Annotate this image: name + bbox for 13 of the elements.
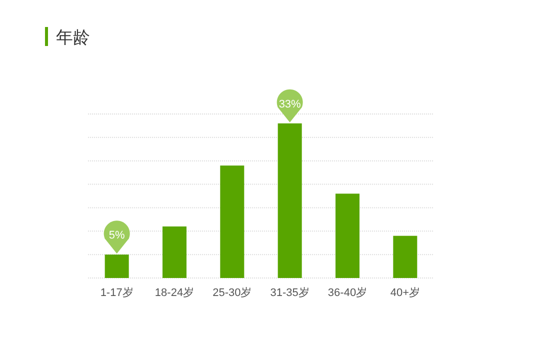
x-tick-label: 25-30岁 [212, 287, 252, 299]
x-tick-label: 31-35岁 [270, 287, 310, 299]
data-label: 5% [108, 230, 125, 242]
chart-title: 年龄 [56, 28, 90, 47]
data-label: 33% [278, 98, 302, 110]
x-tick-label: 1-17岁 [100, 287, 134, 299]
x-tick-label: 36-40岁 [328, 287, 368, 299]
x-tick-label: 18-24岁 [154, 287, 194, 299]
bar [220, 166, 244, 278]
x-tick-label: 40+岁 [390, 287, 420, 299]
bar [162, 226, 186, 278]
bar [336, 194, 360, 278]
bar [393, 236, 418, 278]
